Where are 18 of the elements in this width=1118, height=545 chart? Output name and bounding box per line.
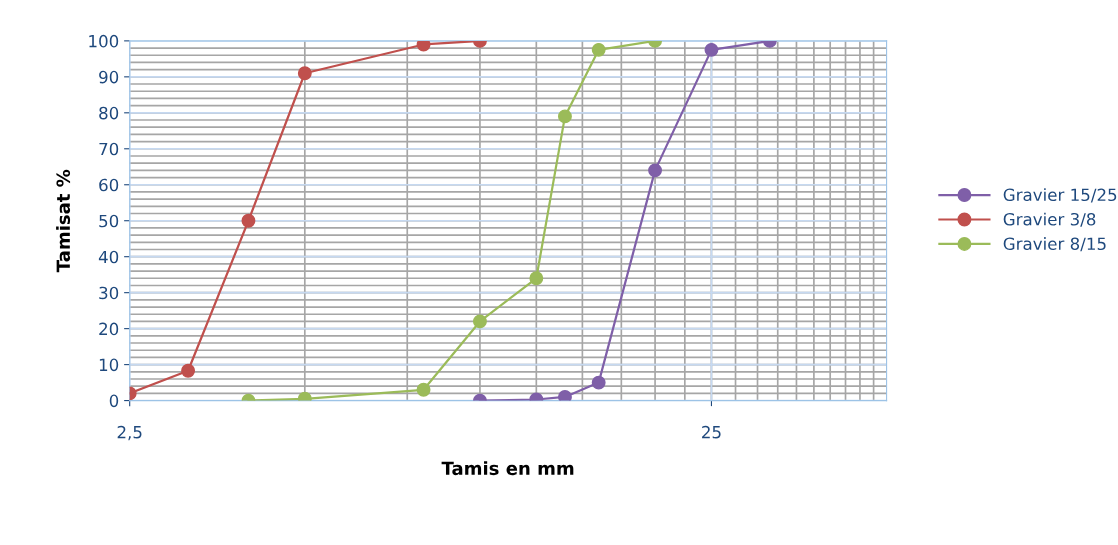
- y-tick-label: 40: [98, 250, 119, 264]
- legend-label: Gravier 8/15: [1003, 237, 1106, 252]
- y-tick-label: 60: [99, 178, 119, 192]
- y-tick-label: 0: [109, 394, 119, 408]
- legend-label: Gravier 15/25: [1003, 188, 1117, 203]
- x-tick-label: 2,5: [117, 425, 142, 441]
- y-tick-label: 10: [99, 358, 119, 372]
- y-tick-label: 50: [99, 214, 119, 228]
- legend-label: Gravier 3/8: [1003, 212, 1096, 227]
- y-tick-label: 90: [99, 70, 119, 84]
- y-tick-label: 20: [99, 322, 119, 336]
- y-tick-label: 70: [99, 142, 119, 156]
- y-tick-label: 100: [89, 34, 119, 48]
- x-tick-label: 25: [702, 425, 721, 439]
- y-axis-title: Tamisat %: [56, 169, 71, 273]
- x-axis-title: Tamis en mm: [441, 461, 574, 476]
- y-tick-label: 80: [99, 106, 119, 120]
- y-tick-label: 30: [99, 286, 119, 300]
